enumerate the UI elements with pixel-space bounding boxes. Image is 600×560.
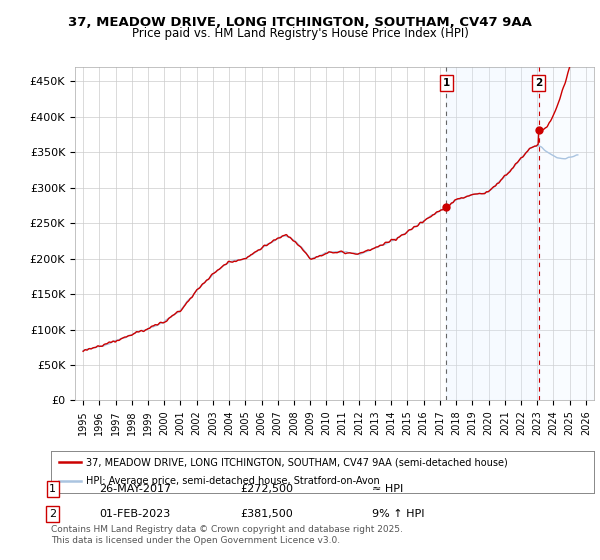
Text: 26-MAY-2017: 26-MAY-2017	[99, 484, 171, 494]
Text: £381,500: £381,500	[240, 509, 293, 519]
Text: 1: 1	[443, 78, 450, 88]
Text: £272,500: £272,500	[240, 484, 293, 494]
Text: Price paid vs. HM Land Registry's House Price Index (HPI): Price paid vs. HM Land Registry's House …	[131, 27, 469, 40]
Text: 37, MEADOW DRIVE, LONG ITCHINGTON, SOUTHAM, CV47 9AA (semi-detached house): 37, MEADOW DRIVE, LONG ITCHINGTON, SOUTH…	[86, 457, 508, 467]
Bar	[539, 67, 594, 400]
Text: 9% ↑ HPI: 9% ↑ HPI	[372, 509, 425, 519]
Text: Contains HM Land Registry data © Crown copyright and database right 2025.
This d: Contains HM Land Registry data © Crown c…	[51, 525, 403, 545]
Text: ≈ HPI: ≈ HPI	[372, 484, 403, 494]
Text: 01-FEB-2023: 01-FEB-2023	[99, 509, 170, 519]
Text: 2: 2	[49, 509, 56, 519]
Text: 1: 1	[49, 484, 56, 494]
Text: 37, MEADOW DRIVE, LONG ITCHINGTON, SOUTHAM, CV47 9AA: 37, MEADOW DRIVE, LONG ITCHINGTON, SOUTH…	[68, 16, 532, 29]
Bar	[446, 67, 539, 400]
Text: 2: 2	[535, 78, 542, 88]
Text: HPI: Average price, semi-detached house, Stratford-on-Avon: HPI: Average price, semi-detached house,…	[86, 477, 380, 487]
